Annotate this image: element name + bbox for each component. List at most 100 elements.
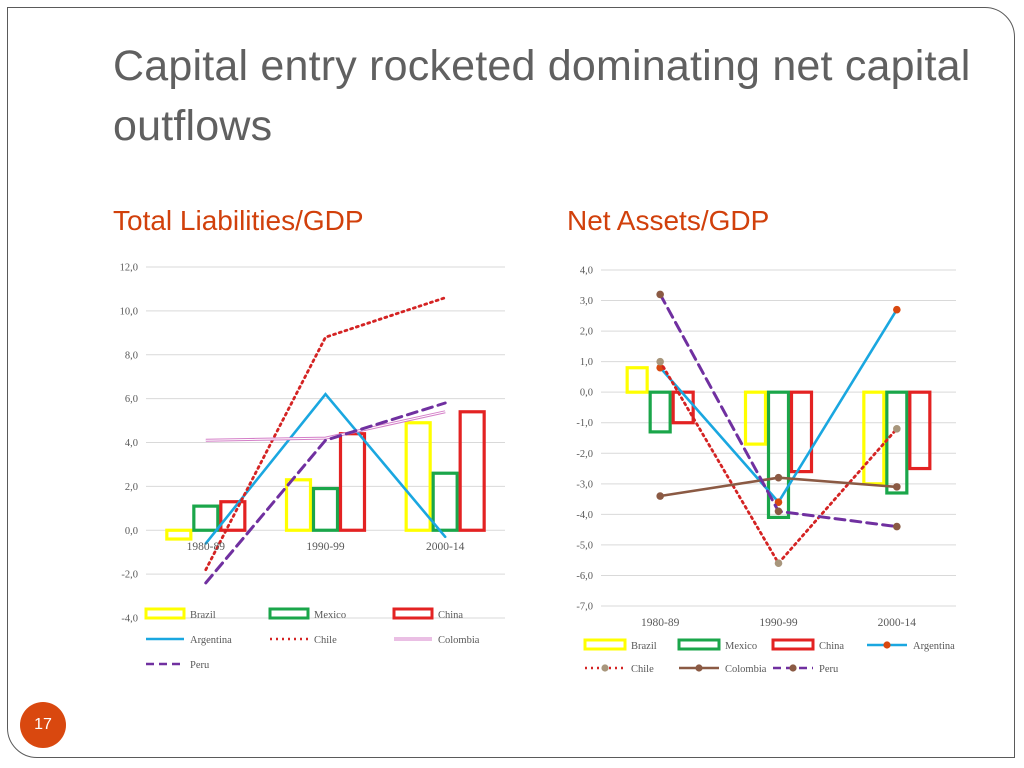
- legend-label: Peru: [190, 660, 210, 671]
- bar-mexico: [885, 390, 909, 495]
- legend-item-chile: Chile: [270, 635, 337, 646]
- y-tick-label: 0,0: [580, 388, 593, 399]
- x-tick-label: 1990-99: [306, 541, 345, 553]
- subtitle-net-assets: Net Assets/GDP: [567, 205, 770, 236]
- legend-label: China: [819, 641, 844, 652]
- legend-marker: [601, 664, 609, 672]
- bar-brazil: [284, 478, 313, 532]
- point-colombia: [656, 492, 664, 500]
- legend-item-argentina: Argentina: [146, 635, 232, 646]
- bar-brazil: [743, 390, 768, 446]
- bar-china: [458, 410, 486, 532]
- legend-label: Mexico: [725, 641, 757, 652]
- y-tick-label: -2,0: [576, 449, 593, 460]
- y-tick-label: -7,0: [576, 602, 593, 613]
- point-chile: [656, 357, 664, 366]
- line-argentina: [204, 392, 447, 545]
- legend-label: Chile: [314, 635, 337, 646]
- y-tick-label: -2,0: [121, 570, 138, 581]
- x-tick-label: 1990-99: [759, 617, 798, 629]
- legend-item-colombia: Colombia: [679, 664, 767, 675]
- point-colombia: [774, 473, 783, 482]
- legend-label: Peru: [819, 664, 839, 675]
- legend-label: Colombia: [438, 635, 480, 646]
- x-tick-label: 2000-14: [878, 617, 917, 629]
- y-tick-label: 8,0: [125, 350, 138, 361]
- y-tick-label: 2,0: [125, 482, 138, 493]
- bar-brazil: [165, 528, 193, 541]
- legend-item-mexico: Mexico: [677, 638, 757, 652]
- bar-china: [219, 500, 247, 532]
- legend-swatch: [144, 607, 186, 620]
- legend-label: Brazil: [190, 610, 216, 621]
- y-tick-label: -4,0: [121, 614, 138, 625]
- bar-brazil: [862, 390, 886, 486]
- y-tick-label: -1,0: [576, 418, 593, 429]
- y-tick-label: 3,0: [580, 296, 593, 307]
- legend-item-brazil: Brazil: [583, 638, 657, 652]
- y-tick-label: -4,0: [576, 510, 593, 521]
- bar-brazil: [404, 421, 432, 532]
- y-tick-label: 12,0: [120, 263, 138, 274]
- page-number-badge: 17: [20, 702, 66, 748]
- point-chile: [893, 425, 901, 433]
- bar-mexico: [431, 471, 459, 532]
- chart-net-assets: 4,0 3,0 2,0 1,0 0,0 -1,0 -2,0 -3,0 -4,0 -5,0 -6,0 -…: [576, 266, 956, 675]
- line-argentina: [658, 308, 899, 505]
- bar-china: [789, 390, 814, 474]
- y-tick-label: 6,0: [125, 394, 138, 405]
- line-chile: [204, 296, 447, 572]
- legend-item-brazil: Brazil: [144, 607, 216, 621]
- point-argentina: [774, 498, 783, 506]
- bar-mexico: [192, 504, 220, 532]
- y-tick-label: 2,0: [580, 327, 593, 338]
- legend-marker: [789, 664, 797, 672]
- x-tick-label: 1980-89: [187, 541, 226, 553]
- slide-frame: [7, 7, 1015, 758]
- y-tick-label: 1,0: [580, 357, 593, 368]
- legend-swatch: [677, 638, 721, 651]
- legend-item-colombia: Colombia: [394, 635, 480, 646]
- x-tick-label: 2000-14: [426, 541, 465, 553]
- bar-brazil: [625, 366, 649, 394]
- y-tick-label: -3,0: [576, 479, 593, 490]
- legend-label: Colombia: [725, 664, 767, 675]
- legend-item-china: China: [392, 607, 463, 621]
- bar-mexico: [766, 390, 791, 520]
- point-colombia: [893, 483, 901, 491]
- legend-label: Mexico: [314, 610, 346, 621]
- chart-total-liabilities: 12,0 10,0 8,0 6,0 4,0 2,0 0,0 -2,0 -4,0 1980-89 19…: [120, 263, 505, 671]
- legend-swatch: [392, 607, 434, 620]
- legend-label: Argentina: [190, 635, 232, 646]
- y-tick-label: 4,0: [580, 266, 593, 277]
- legend-item-chile: Chile: [585, 664, 654, 675]
- y-tick-label: 10,0: [120, 306, 138, 317]
- legend-label: Brazil: [631, 641, 657, 652]
- y-tick-label: 4,0: [125, 438, 138, 449]
- bar-mexico: [311, 486, 340, 532]
- bar-china: [338, 432, 367, 532]
- legend-label: China: [438, 610, 463, 621]
- legend-marker: [883, 641, 891, 649]
- legend-swatch: [771, 638, 815, 651]
- line-colombia-core: [205, 411, 446, 441]
- legend-item-china: China: [771, 638, 844, 652]
- point-chile: [774, 559, 783, 568]
- line-peru: [204, 401, 447, 585]
- y-tick-label: -6,0: [576, 571, 593, 582]
- bar-china: [671, 390, 695, 425]
- subtitle-total-liabilities: Total Liabilities/GDP: [113, 205, 364, 236]
- point-peru: [656, 290, 664, 299]
- point-peru: [774, 507, 783, 516]
- legend-label: Argentina: [913, 641, 955, 652]
- slide-title: Capital entry rocketed dominating net ca…: [113, 42, 971, 150]
- point-argentina: [656, 363, 664, 372]
- y-tick-label: 0,0: [125, 526, 138, 537]
- line-colombia: [205, 410, 446, 442]
- legend-marker: [695, 664, 703, 672]
- legend-item-argentina: Argentina: [867, 641, 955, 652]
- bar-china: [908, 390, 932, 471]
- point-peru: [893, 522, 901, 531]
- bar-mexico: [648, 390, 672, 434]
- legend-item-mexico: Mexico: [268, 607, 346, 621]
